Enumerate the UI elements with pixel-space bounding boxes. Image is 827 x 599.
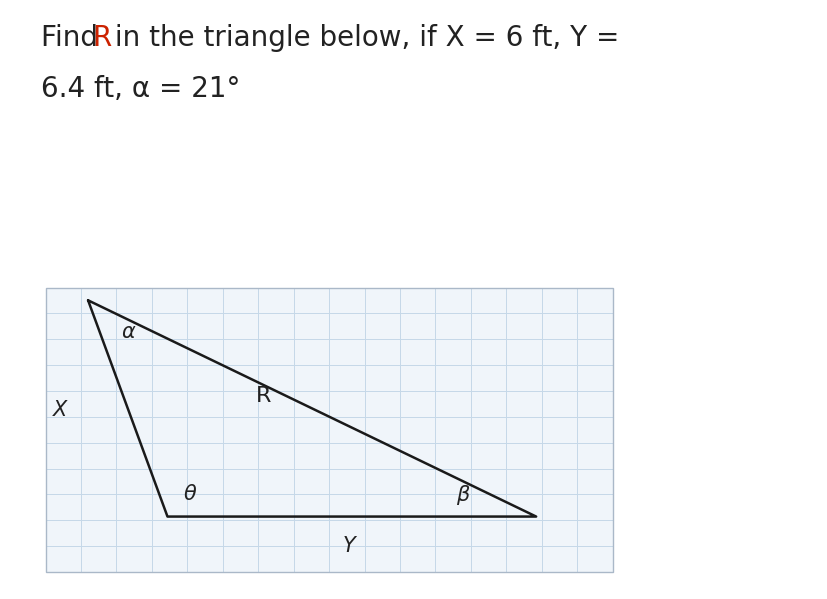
Text: in the triangle below, if X = 6 ft, Y =: in the triangle below, if X = 6 ft, Y =	[106, 24, 619, 52]
Text: Find: Find	[41, 24, 108, 52]
Text: α: α	[121, 322, 135, 341]
Bar	[45, 288, 612, 572]
Text: Y: Y	[342, 537, 355, 556]
Text: 6.4 ft, α = 21°: 6.4 ft, α = 21°	[41, 75, 241, 103]
Text: X: X	[53, 400, 67, 420]
Text: β: β	[455, 485, 469, 505]
Bar	[45, 288, 612, 572]
Text: R: R	[93, 24, 112, 52]
Text: θ: θ	[184, 484, 196, 504]
Text: R: R	[256, 386, 271, 406]
